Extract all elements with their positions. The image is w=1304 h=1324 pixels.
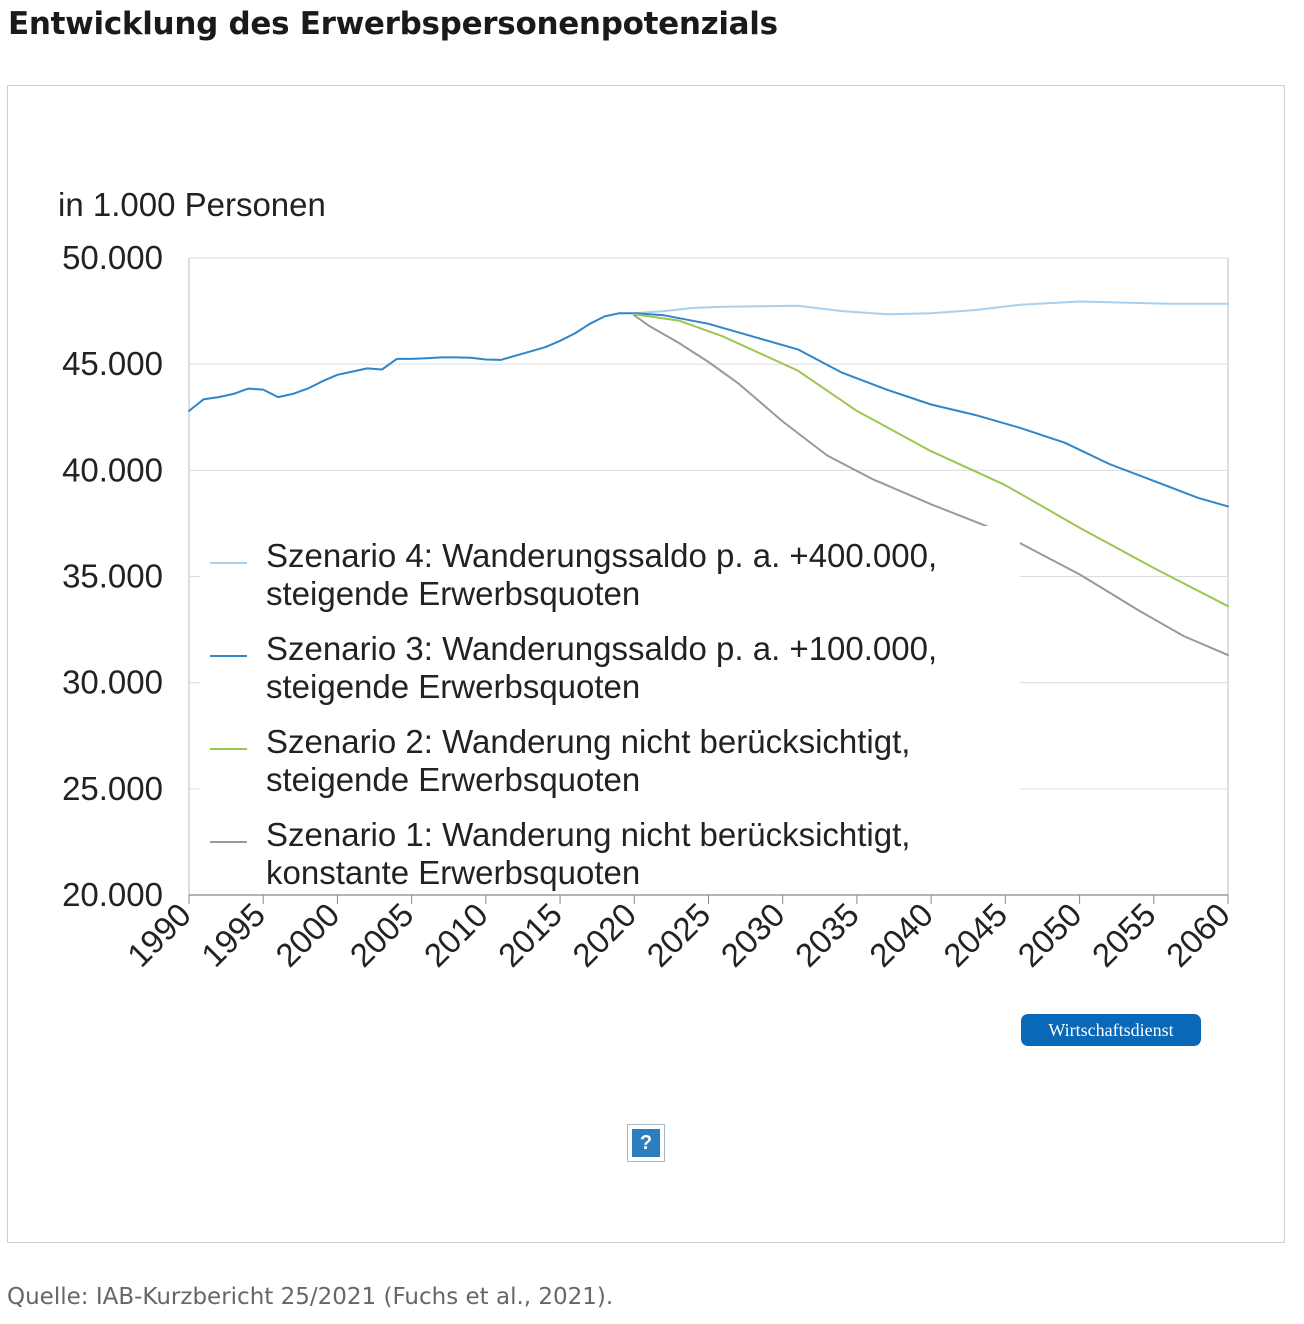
legend-label: steigende Erwerbsquoten bbox=[266, 668, 640, 705]
series-line-3 bbox=[633, 313, 1229, 608]
x-tick-label: 2005 bbox=[343, 896, 421, 974]
x-tick-label: 2020 bbox=[565, 896, 643, 974]
y-tick-label: 50.000 bbox=[62, 239, 163, 276]
brand-badge: Wirtschaftsdienst bbox=[1021, 1014, 1201, 1046]
legend-label: steigende Erwerbsquoten bbox=[266, 575, 640, 612]
y-tick-label: 25.000 bbox=[62, 770, 163, 807]
x-tick-label: 2035 bbox=[788, 896, 866, 974]
x-tick-label: 1995 bbox=[194, 896, 272, 974]
x-tick-label: 2015 bbox=[491, 896, 569, 974]
question-mark-icon: ? bbox=[632, 1129, 660, 1157]
legend-label: steigende Erwerbsquoten bbox=[266, 761, 640, 798]
legend-box bbox=[200, 526, 1020, 894]
source-note: Quelle: IAB-Kurzbericht 25/2021 (Fuchs e… bbox=[7, 1284, 614, 1310]
legend-label: Szenario 1: Wanderung nicht berücksichti… bbox=[266, 816, 910, 853]
x-tick-label: 2000 bbox=[268, 896, 346, 974]
legend-label: Szenario 3: Wanderungssaldo p. a. +100.0… bbox=[266, 630, 937, 667]
series-line-1 bbox=[633, 300, 1229, 316]
y-tick-label: 30.000 bbox=[62, 664, 163, 701]
x-tick-label: 2050 bbox=[1010, 896, 1088, 974]
page-title: Entwicklung des Erwerbspersonenpotenzial… bbox=[8, 6, 778, 42]
legend-label: Szenario 2: Wanderung nicht berücksichti… bbox=[266, 723, 910, 760]
y-tick-label: 45.000 bbox=[62, 345, 163, 382]
y-tick-label: 35.000 bbox=[62, 558, 163, 595]
x-tick-label: 2060 bbox=[1159, 896, 1237, 974]
legend-label: konstante Erwerbsquoten bbox=[266, 854, 640, 891]
chart-plot: in 1.000 Personen 20.000 25.000 30.000 35.0… bbox=[58, 186, 1237, 974]
x-tick-label: 2040 bbox=[862, 896, 940, 974]
x-tick-label: 2055 bbox=[1085, 896, 1163, 974]
chart-frame bbox=[7, 85, 1285, 1243]
x-tick-label: 2045 bbox=[936, 896, 1014, 974]
x-tick-label: 2010 bbox=[417, 896, 495, 974]
y-tick-label: 20.000 bbox=[62, 876, 163, 913]
help-icon[interactable]: ? bbox=[627, 1124, 665, 1162]
series-line-4 bbox=[633, 314, 1229, 657]
y-tick-label: 40.000 bbox=[62, 451, 163, 488]
series-line-2 bbox=[188, 312, 1229, 508]
x-tick-label: 2030 bbox=[714, 896, 792, 974]
y-axis-label: in 1.000 Personen bbox=[58, 186, 326, 223]
x-tick-label: 2025 bbox=[639, 896, 717, 974]
legend-label: Szenario 4: Wanderungssaldo p. a. +400.0… bbox=[266, 537, 937, 574]
